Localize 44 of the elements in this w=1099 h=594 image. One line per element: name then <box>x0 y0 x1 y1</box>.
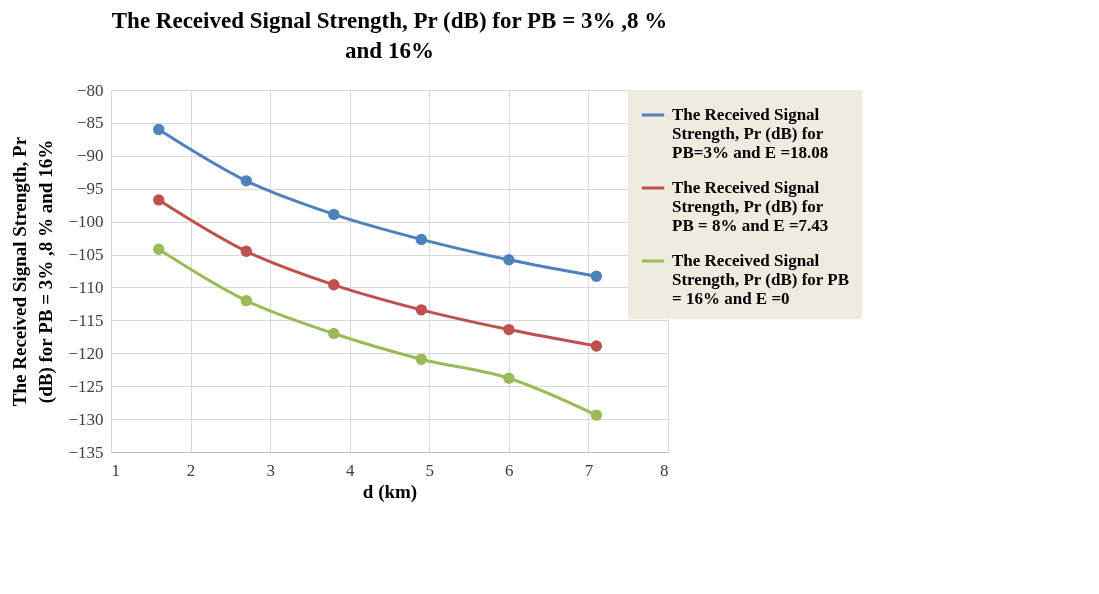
y-tick-label: −100 <box>68 212 104 232</box>
y-tick-label: −85 <box>76 113 104 133</box>
y-tick-label: −120 <box>68 343 104 363</box>
x-tick-label: 6 <box>505 460 514 480</box>
point <box>328 208 340 221</box>
point <box>503 323 515 336</box>
y-tick-label: −105 <box>68 245 104 265</box>
y-tick-label: −80 <box>76 80 104 100</box>
point <box>590 340 603 352</box>
y-tick-label: −135 <box>68 442 104 462</box>
y-tick-label: −125 <box>68 376 104 396</box>
y-tick-label: −95 <box>76 179 104 199</box>
point <box>153 243 165 255</box>
point <box>153 123 165 136</box>
x-tick-label: 4 <box>345 460 355 480</box>
point <box>240 175 252 187</box>
point <box>415 233 428 246</box>
y-tick-label: −90 <box>76 146 104 166</box>
chart-title: The Received Signal Strength, Pr (dB) for PB = 3% ,8 % and 16% <box>111 8 668 63</box>
y-axis-title: The Received Signal Strength, Pr (dB) for PB = 3% ,8 % and 16% <box>9 136 58 407</box>
point <box>240 294 252 307</box>
point <box>328 279 340 291</box>
legend-label: The Received Signal Strength, Pr (dB) for PB = 8% and E =7.43 <box>672 178 829 235</box>
y-tick-label: −130 <box>68 409 104 429</box>
legend-label: The Received Signal Strength, Pr (dB) for PB = 16% and E =0 <box>672 251 850 308</box>
legend-label: The Received Signal Strength, Pr (dB) for PB=3% and E =18.08 <box>672 105 829 162</box>
y-tick-label: −115 <box>69 310 104 330</box>
point <box>503 254 515 266</box>
x-tick-label: 5 <box>425 460 435 480</box>
point <box>503 372 515 384</box>
point <box>415 304 428 316</box>
point <box>590 409 603 421</box>
x-axis-title: d (km) <box>362 480 418 503</box>
point <box>240 245 252 257</box>
x-tick-label: 1 <box>111 460 120 480</box>
point <box>590 270 603 282</box>
point <box>153 194 165 206</box>
x-tick-label: 2 <box>186 460 196 480</box>
y-tick-label: −110 <box>69 277 104 297</box>
x-tick-label: 8 <box>660 460 669 480</box>
x-tick-label: 3 <box>266 460 275 480</box>
point <box>415 353 428 365</box>
x-tick-label: 7 <box>584 460 594 480</box>
point <box>328 327 340 340</box>
